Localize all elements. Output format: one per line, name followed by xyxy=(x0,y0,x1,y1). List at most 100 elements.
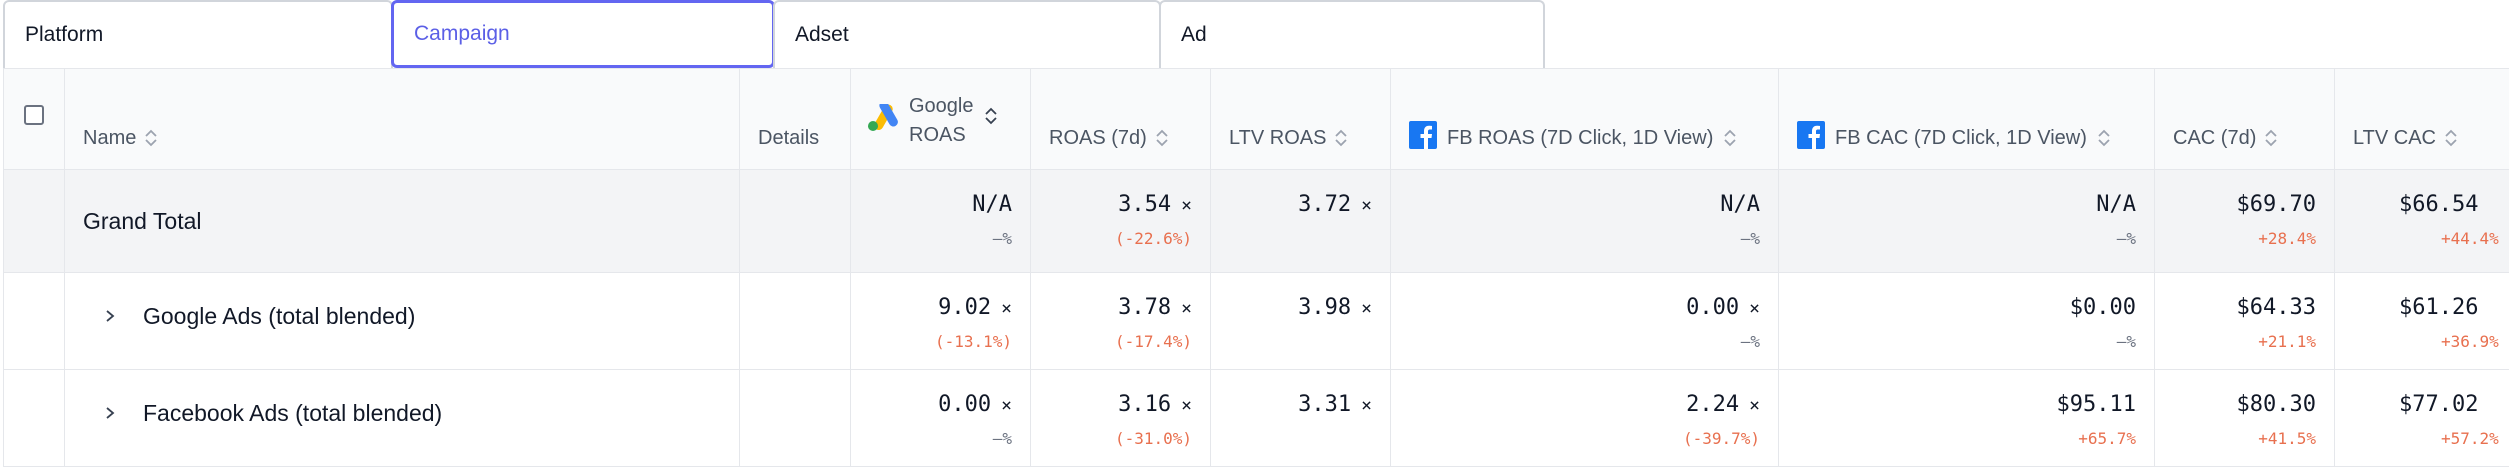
column-header-ltv-roas[interactable]: LTV ROAS xyxy=(1210,68,1391,170)
ltv-roas-cell: 3.72 × xyxy=(1210,169,1391,273)
column-header-google-roas[interactable]: Google ROAS xyxy=(850,68,1031,170)
metric-value: N/A xyxy=(972,192,1012,217)
fb-cac-cell: $0.00 —% xyxy=(1778,272,2155,370)
sort-icon[interactable] xyxy=(2264,128,2278,148)
row-select-cell xyxy=(3,272,65,370)
column-header-label: FB CAC (7D Click, 1D View) xyxy=(1835,126,2087,149)
facebook-icon xyxy=(1409,121,1437,155)
sort-icon[interactable] xyxy=(2444,128,2458,148)
metric-change: +28.4% xyxy=(2258,229,2316,248)
multiplier-symbol: × xyxy=(1361,195,1372,216)
cac-7d-cell: $80.30 +41.5% xyxy=(2154,369,2335,467)
table-row[interactable]: Google Ads (total blended) 9.02 × (-13.1%)… xyxy=(3,272,2509,370)
sort-icon[interactable] xyxy=(1334,128,1348,148)
table-header-row: Name Details xyxy=(3,68,2509,170)
metric-change: +36.9% xyxy=(2441,332,2499,351)
sort-icon[interactable] xyxy=(2097,128,2111,148)
metric-change: (-31.0%) xyxy=(1114,429,1192,448)
metric-change: —% xyxy=(992,429,1012,448)
cac-7d-cell: $64.33 +21.1% xyxy=(2154,272,2335,370)
metric-change: +44.4% xyxy=(2441,229,2499,248)
row-name-cell: Google Ads (total blended) xyxy=(64,272,740,370)
details-cell xyxy=(739,369,851,467)
metric-value: 3.78 xyxy=(1118,295,1172,320)
metric-value: $61.26 xyxy=(2399,295,2479,320)
row-name-cell: Facebook Ads (total blended) xyxy=(64,369,740,467)
metric-change: —% xyxy=(2116,332,2136,351)
metric-change: +21.1% xyxy=(2258,332,2316,351)
multiplier-symbol: × xyxy=(1749,298,1760,319)
metric-change: +57.2% xyxy=(2441,429,2499,448)
tab-platform[interactable]: Platform xyxy=(3,0,393,68)
level-tabs: Platform Campaign Adset Ad xyxy=(3,0,1545,68)
fb-cac-cell: $95.11 +65.7% xyxy=(1778,369,2155,467)
fb-roas-cell: N/A —% xyxy=(1390,169,1779,273)
details-cell xyxy=(739,169,851,273)
column-header-label: FB ROAS (7D Click, 1D View) xyxy=(1447,126,1714,149)
select-all-checkbox[interactable] xyxy=(24,104,44,125)
column-header-label: ROAS xyxy=(909,124,966,146)
column-header-label: LTV ROAS xyxy=(1229,126,1327,149)
row-name: Google Ads (total blended) xyxy=(143,302,416,329)
multiplier-symbol: × xyxy=(1361,395,1372,416)
tab-adset[interactable]: Adset xyxy=(773,0,1161,68)
column-header-label: Name xyxy=(83,126,137,149)
metric-value: 0.00 xyxy=(1686,295,1740,320)
chevron-right-icon[interactable] xyxy=(103,406,117,420)
fb-cac-cell: N/A —% xyxy=(1778,169,2155,273)
multiplier-symbol: × xyxy=(1749,395,1760,416)
metric-change: —% xyxy=(1740,332,1760,351)
metric-value: 3.54 xyxy=(1118,192,1172,217)
sort-icon[interactable] xyxy=(1155,128,1169,148)
multiplier-symbol: × xyxy=(1001,395,1012,416)
metric-change: +65.7% xyxy=(2078,429,2136,448)
metric-change: (-39.7%) xyxy=(1682,429,1760,448)
metric-value: 2.24 xyxy=(1686,392,1740,417)
column-header-cac-7d[interactable]: CAC (7d) xyxy=(2154,68,2335,170)
row-name: Facebook Ads (total blended) xyxy=(143,399,443,426)
chevron-right-icon[interactable] xyxy=(103,309,117,323)
google-roas-cell: N/A —% xyxy=(850,169,1031,273)
metric-change: —% xyxy=(2116,229,2136,248)
fb-roas-cell: 2.24 × (-39.7%) xyxy=(1390,369,1779,467)
column-header-fb-cac[interactable]: FB CAC (7D Click, 1D View) xyxy=(1778,68,2155,170)
google-roas-cell: 9.02 × (-13.1%) xyxy=(850,272,1031,370)
multiplier-symbol: × xyxy=(1181,195,1192,216)
metric-value: $69.70 xyxy=(2236,192,2316,217)
column-header-details: Details xyxy=(739,68,851,170)
details-cell xyxy=(739,272,851,370)
row-select-cell xyxy=(3,169,65,273)
multiplier-symbol: × xyxy=(1181,395,1192,416)
ltv-cac-cell: $61.26 +36.9% xyxy=(2334,272,2509,370)
campaign-table: Name Details xyxy=(3,68,2509,471)
column-header-ltv-cac[interactable]: LTV CAC xyxy=(2334,68,2509,170)
tab-ad[interactable]: Ad xyxy=(1159,0,1545,68)
table-row[interactable]: Facebook Ads (total blended) 0.00 × —% 3.1… xyxy=(3,369,2509,467)
metric-value: $95.11 xyxy=(2056,392,2136,417)
ltv-roas-cell: 3.31 × xyxy=(1210,369,1391,467)
grand-total-row: Grand Total N/A —% 3.54 × (-22.6%) 3.72 × N/… xyxy=(3,169,2509,273)
select-all-cell xyxy=(3,68,65,170)
column-header-roas-7d[interactable]: ROAS (7d) xyxy=(1030,68,1211,170)
cac-7d-cell: $69.70 +28.4% xyxy=(2154,169,2335,273)
sort-icon[interactable] xyxy=(984,106,998,126)
roas-7d-cell: 3.78 × (-17.4%) xyxy=(1030,272,1211,370)
tab-label: Platform xyxy=(25,23,104,46)
tab-campaign[interactable]: Campaign xyxy=(391,0,775,68)
sort-icon[interactable] xyxy=(144,128,158,148)
column-header-fb-roas[interactable]: FB ROAS (7D Click, 1D View) xyxy=(1390,68,1779,170)
metric-value: 3.72 xyxy=(1298,192,1352,217)
metric-change: (-13.1%) xyxy=(934,332,1012,351)
column-header-name[interactable]: Name xyxy=(64,68,740,170)
multiplier-symbol: × xyxy=(1361,298,1372,319)
facebook-icon xyxy=(1797,121,1825,155)
metric-value: N/A xyxy=(2096,192,2136,217)
sort-icon[interactable] xyxy=(1723,128,1737,148)
metric-value: $80.30 xyxy=(2236,392,2316,417)
column-header-label: Details xyxy=(758,126,820,149)
metric-value: 3.31 xyxy=(1298,392,1352,417)
column-header-label: ROAS (7d) xyxy=(1049,126,1147,149)
row-name-cell: Grand Total xyxy=(64,169,740,273)
fb-roas-cell: 0.00 × —% xyxy=(1390,272,1779,370)
tab-label: Campaign xyxy=(414,22,510,45)
